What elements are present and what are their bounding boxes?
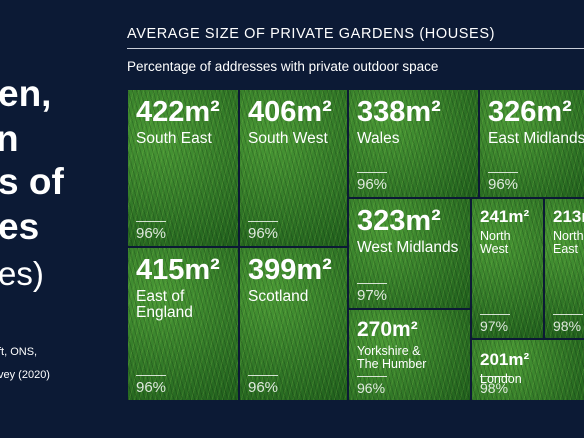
share-label: 98% <box>553 318 582 334</box>
share-divider <box>248 375 278 376</box>
treemap-tile: 201m² London 98% <box>472 340 584 400</box>
share-label: 97% <box>480 318 509 334</box>
region-name: Yorkshire & The Humber <box>357 344 427 372</box>
value-label: 338m² <box>357 96 441 128</box>
share-divider <box>357 172 387 173</box>
treemap-tile: 422m² South East 96% <box>128 90 238 246</box>
source: vey (2020) <box>0 369 50 381</box>
share-label: 98% <box>480 380 509 396</box>
value-label: 213m² <box>553 207 584 226</box>
share-label: 96% <box>248 379 279 396</box>
share-label: 96% <box>488 176 519 193</box>
value-label: 201m² <box>480 350 530 369</box>
share-label: 96% <box>248 225 279 242</box>
value-label: 241m² <box>480 207 530 226</box>
share-label: 96% <box>357 380 386 396</box>
share-divider <box>357 283 387 284</box>
share-divider <box>553 314 583 315</box>
treemap-tile: 241m² North West 97% <box>472 199 543 338</box>
region-name: West Midlands <box>357 239 459 256</box>
share-divider <box>480 314 510 315</box>
share-divider <box>480 376 510 377</box>
chart-title: AVERAGE SIZE OF PRIVATE GARDENS (HOUSES) <box>127 26 496 42</box>
treemap-tile: 406m² South West 96% <box>240 90 347 246</box>
region-name: North West <box>480 229 511 257</box>
region-name: East Midlands <box>488 130 584 147</box>
region-name: North East <box>553 229 584 257</box>
share-label: 96% <box>136 379 167 396</box>
treemap-tile: 270m² Yorkshire & The Humber 96% <box>349 310 470 400</box>
treemap-tile: 323m² West Midlands 97% <box>349 199 470 308</box>
share-divider <box>248 221 278 222</box>
share-divider <box>488 172 518 173</box>
share-divider <box>357 376 387 377</box>
share-divider <box>136 375 166 376</box>
value-label: 415m² <box>136 254 220 286</box>
value-label: 422m² <box>136 96 220 128</box>
source: ft, ONS, <box>0 346 38 358</box>
region-name: Wales <box>357 130 400 147</box>
region-name: London <box>480 372 522 386</box>
treemap-tile: 338m² Wales 96% <box>349 90 478 197</box>
region-name: Scotland <box>248 288 309 305</box>
region-name: East of England <box>136 288 193 322</box>
share-label: 96% <box>357 176 388 193</box>
treemap-tile: 399m² Scotland 96% <box>240 248 347 400</box>
value-label: 323m² <box>357 205 441 237</box>
share-label: 96% <box>136 225 167 242</box>
chart-subtitle: Percentage of addresses with private out… <box>127 59 439 74</box>
heading-line: en, <box>0 73 52 114</box>
share-divider <box>136 221 166 222</box>
value-label: 399m² <box>248 254 332 286</box>
treemap-tile: 415m² East of England 96% <box>128 248 238 400</box>
region-name: South West <box>248 130 328 147</box>
subheading: es) <box>0 255 44 292</box>
title-rule <box>127 48 584 49</box>
treemap-tile: 326m² East Midlands 96% <box>480 90 584 197</box>
share-label: 97% <box>357 287 388 304</box>
treemap-tile: 213m² North East 98% <box>545 199 584 338</box>
value-label: 326m² <box>488 96 572 128</box>
heading-line: es <box>0 206 40 247</box>
heading-line: n <box>0 118 19 159</box>
region-name: South East <box>136 130 212 147</box>
value-label: 270m² <box>357 318 418 341</box>
value-label: 406m² <box>248 96 332 128</box>
heading-line: s of <box>0 161 64 202</box>
